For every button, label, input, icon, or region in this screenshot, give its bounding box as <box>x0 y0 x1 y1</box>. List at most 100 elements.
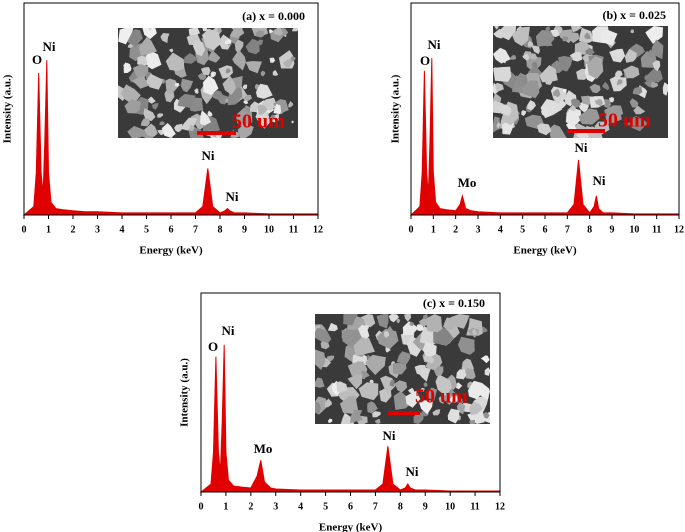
spectrum <box>22 60 319 216</box>
sem-particle <box>255 30 264 38</box>
sem-particle <box>188 124 195 132</box>
peak-label: Ni <box>406 464 419 479</box>
sem-particle <box>365 354 386 375</box>
sem-particle <box>358 382 379 401</box>
sem-particle <box>315 377 325 388</box>
spectrum <box>409 58 680 216</box>
sem-particle <box>268 29 274 34</box>
sem-particle <box>392 363 407 375</box>
sem-particle <box>646 49 655 58</box>
sem-particle <box>269 57 276 63</box>
x-tick-label: 5 <box>520 224 525 235</box>
x-tick-label: 9 <box>610 224 615 235</box>
sem-particle <box>633 105 646 115</box>
sem-particle <box>245 38 260 55</box>
sem-particle <box>521 110 527 116</box>
sem-particle <box>218 34 232 50</box>
sem-particle <box>616 79 623 86</box>
peak-label: Mo <box>458 175 477 190</box>
sem-particle <box>532 61 538 68</box>
sem-particle <box>433 366 444 377</box>
sem-particle <box>339 395 358 414</box>
sem-particle <box>630 29 635 34</box>
sem-particle <box>404 314 412 322</box>
sem-particle <box>632 86 643 95</box>
x-tick-label: 1 <box>223 501 228 512</box>
sem-particle <box>273 28 283 36</box>
sem-particle <box>469 419 476 424</box>
sem-particle <box>180 78 194 93</box>
sem-particle <box>541 108 549 118</box>
sem-particle <box>449 395 458 403</box>
sem-particle <box>405 390 421 408</box>
sem-particle <box>629 98 639 108</box>
sem-particle <box>361 369 370 379</box>
sem-particle <box>569 51 583 62</box>
sem-particle <box>157 129 165 136</box>
sem-particle <box>208 50 221 63</box>
sem-particle <box>222 75 237 95</box>
sem-particle <box>527 40 534 48</box>
x-tick-label: 10 <box>445 501 455 512</box>
sem-particle <box>160 33 170 44</box>
sem-particle <box>132 76 149 89</box>
sem-particle <box>197 73 207 80</box>
sem-particle <box>587 56 604 79</box>
sem-particle <box>234 39 244 54</box>
sem-particle <box>374 419 381 424</box>
sem-particle <box>417 367 431 382</box>
sem-particle <box>558 56 573 72</box>
x-tick-label: 4 <box>298 501 303 512</box>
sem-particle <box>511 26 530 47</box>
y-axis-label: Intensity (a.u.) <box>2 74 14 143</box>
sem-particle <box>652 60 661 72</box>
sem-particle <box>396 318 401 324</box>
sem-particle <box>341 327 362 348</box>
peak-label: Ni <box>222 323 235 338</box>
sem-particle <box>177 93 196 108</box>
sem-particle <box>165 52 185 72</box>
sem-particle <box>269 113 279 123</box>
sem-particle <box>594 99 603 107</box>
peak-label: Ni <box>383 428 396 443</box>
sem-particle <box>272 69 279 76</box>
sem-particle <box>138 36 157 56</box>
sem-particle <box>553 89 561 98</box>
sem-particle <box>600 29 618 46</box>
x-tick-label: 1 <box>431 224 436 235</box>
x-tick-label: 11 <box>289 224 298 235</box>
sem-particle <box>456 369 467 380</box>
sem-particle <box>562 89 567 93</box>
sem-particle <box>169 48 174 53</box>
sem-particle <box>423 382 428 388</box>
sem-particle <box>408 388 415 394</box>
sem-particle <box>576 129 590 138</box>
sem-particle <box>482 411 490 419</box>
x-tick-label: 9 <box>423 501 428 512</box>
sem-particle <box>394 380 408 393</box>
sem-particle <box>336 381 348 393</box>
sem-particle <box>457 336 475 355</box>
sem-particle <box>353 409 363 418</box>
sem-particle <box>435 374 452 396</box>
sem-particle <box>260 70 266 77</box>
x-tick-label: 6 <box>169 224 174 235</box>
x-tick-label: 10 <box>264 224 274 235</box>
sem-particle <box>447 408 460 424</box>
sem-particle <box>644 74 651 82</box>
sem-particle <box>174 123 183 133</box>
sem-particle <box>465 368 476 380</box>
sem-particle <box>376 328 399 349</box>
sem-particle <box>232 49 246 71</box>
sem-particle <box>471 328 478 336</box>
sem-particle <box>183 53 199 64</box>
sem-particle <box>469 401 483 415</box>
sem-particle <box>494 26 499 30</box>
sem-particle <box>389 379 395 387</box>
x-axis-label: Energy (keV) <box>513 245 577 257</box>
sem-particle <box>202 28 209 32</box>
x-axis-label: Energy (keV) <box>139 245 203 257</box>
sem-particle <box>550 29 560 38</box>
sem-particle <box>418 400 433 415</box>
